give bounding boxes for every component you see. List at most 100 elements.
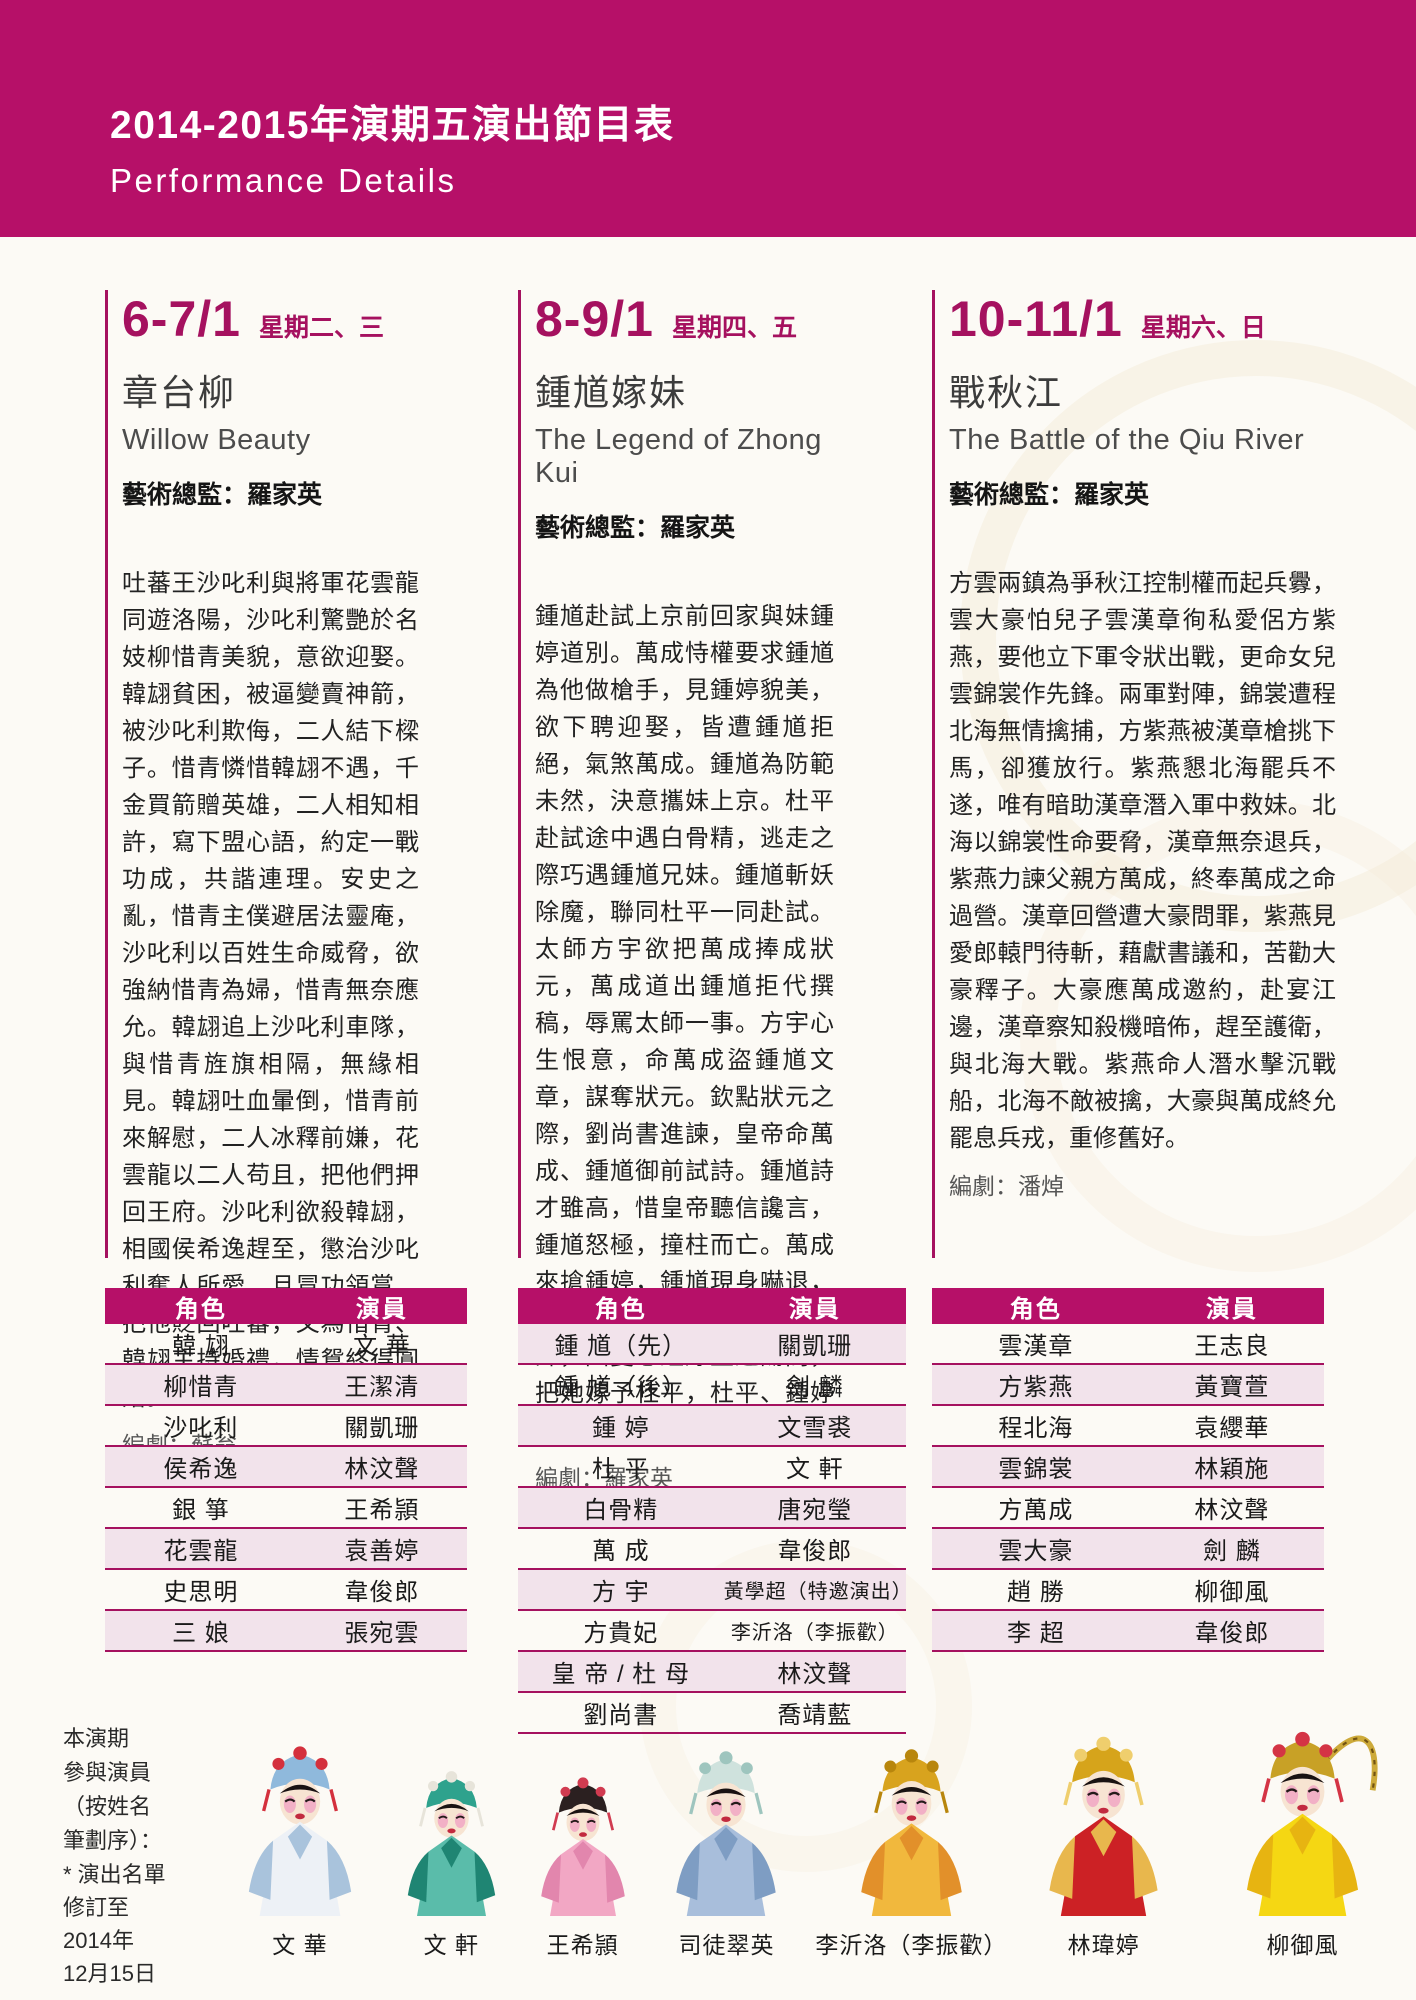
performer-photo xyxy=(1200,1726,1405,1916)
artistic-director-line: 藝術總監：羅家英 xyxy=(122,481,323,509)
cast-role: 李 超 xyxy=(932,1610,1140,1652)
page-title-zh: 2014-2015年演期五演出節目表 xyxy=(110,104,675,147)
page-title-en: Performance Details xyxy=(110,162,457,199)
cast-role: 侯希逸 xyxy=(105,1446,297,1488)
cast-actor: 劍 麟 xyxy=(723,1364,906,1406)
cast-actor: 文 華 xyxy=(296,1324,467,1365)
cast-role: 鍾 馗（後） xyxy=(518,1364,724,1406)
cast-actor: 劍 麟 xyxy=(1139,1528,1324,1570)
cast-row: 銀 箏王希頴 xyxy=(105,1487,467,1529)
weekday-label: 星期六、日 xyxy=(1140,314,1266,342)
date-range: 6-7/1 xyxy=(122,291,241,347)
performer-name: 王希頴 xyxy=(546,1932,619,1958)
cast-row: 程北海 袁纓華 xyxy=(932,1405,1324,1447)
cast-row: 皇 帝 / 杜 母林汶聲 xyxy=(518,1651,906,1693)
cast-row: 三 娘張宛雲 xyxy=(105,1610,467,1652)
performer: 柳御風 xyxy=(1200,1726,1405,1960)
cast-role: 鍾 婷 xyxy=(518,1405,724,1447)
cast-row: 方紫燕 黃寶萱 xyxy=(932,1364,1324,1406)
performer: 王希頴 xyxy=(528,1766,638,1960)
performer-name: 柳御風 xyxy=(1266,1932,1339,1958)
performer: 司徒翠英 xyxy=(656,1746,796,1960)
cast-header-role: 角色 xyxy=(932,1288,1140,1324)
cast-header-role: 角色 xyxy=(105,1288,297,1324)
cast-header-actor: 演員 xyxy=(723,1288,906,1324)
cast-role: 程北海 xyxy=(932,1405,1140,1447)
performer-photo xyxy=(1026,1731,1181,1916)
cast-role: 史思明 xyxy=(105,1569,297,1611)
cast-header-row: 角色 演員 xyxy=(105,1288,467,1324)
cast-actor: 文雪裘 xyxy=(723,1405,906,1447)
cast-table: 角色 演員 雲漢章 王志良 方紫燕 黃寶萱 程北海 袁纓華 雲錦裳 林穎施 方萬成 林汶聲 雲大豪劍… xyxy=(932,1288,1324,1652)
cast-role: 趙 勝 xyxy=(932,1569,1140,1611)
cast-role: 方萬成 xyxy=(932,1487,1140,1529)
cast-row: 方貴妃 李沂洛（李振歡） xyxy=(518,1610,906,1652)
cast-table: 角色 演員 韓 翃文 華柳惜青 王潔清 沙叱利 關凱珊 侯希逸 林汶聲銀 箏王希頴 花雲龍袁… xyxy=(105,1288,467,1652)
cast-table: 角色 演員 鍾 馗（先） 關凱珊鍾 馗（後）劍 麟鍾 婷文雪裘杜 平文 軒白骨精唐… xyxy=(518,1288,912,1734)
cast-role: 三 娘 xyxy=(105,1610,297,1652)
cast-actor: 唐宛瑩 xyxy=(723,1487,906,1529)
revision-line: 2014年 xyxy=(63,1928,134,1953)
cast-actor: 李沂洛（李振歡） xyxy=(723,1610,906,1652)
cast-role: 銀 箏 xyxy=(105,1487,297,1529)
performer: 文 軒 xyxy=(394,1756,509,1960)
cast-role: 沙叱利 xyxy=(105,1405,297,1447)
note-line: 參與演員 xyxy=(63,1760,152,1785)
cast-actor: 喬靖藍 xyxy=(723,1692,906,1734)
cast-row: 白骨精 唐宛瑩 xyxy=(518,1487,906,1529)
cast-role: 鍾 馗（先） xyxy=(518,1324,724,1365)
cast-actor: 林穎施 xyxy=(1139,1446,1324,1488)
show-column: 6-7/1 星期二、三 章台柳 Willow Beauty 藝術總監：羅家英 吐… xyxy=(105,290,419,1458)
show-title-en: Willow Beauty xyxy=(122,424,311,456)
cast-role: 雲錦裳 xyxy=(932,1446,1140,1488)
performer-name: 林瑋婷 xyxy=(1067,1932,1140,1958)
performer-name: 司徒翠英 xyxy=(678,1932,775,1958)
performer-name: 文 華 xyxy=(272,1932,328,1958)
cast-role: 方紫燕 xyxy=(932,1364,1140,1406)
cast-row: 雲錦裳 林穎施 xyxy=(932,1446,1324,1488)
cast-actor: 袁善婷 xyxy=(296,1528,467,1570)
cast-actor: 王希頴 xyxy=(296,1487,467,1529)
cast-row: 花雲龍 袁善婷 xyxy=(105,1528,467,1570)
cast-actor: 林汶聲 xyxy=(723,1651,906,1693)
performers-strip: 文 華 文 軒 xyxy=(225,1728,1405,1960)
cast-row: 鍾 馗（後）劍 麟 xyxy=(518,1364,906,1406)
cast-actor: 林汶聲 xyxy=(1139,1487,1324,1529)
cast-row: 沙叱利 關凱珊 xyxy=(105,1405,467,1447)
cast-actor: 韋俊郎 xyxy=(296,1569,467,1611)
cast-header-row: 角色 演員 xyxy=(518,1288,906,1324)
cast-actor: 黃寶萱 xyxy=(1139,1364,1324,1406)
cast-row: 杜 平文 軒 xyxy=(518,1446,906,1488)
cast-actor: 張宛雲 xyxy=(296,1610,467,1652)
show-column: 10-11/1 星期六、日 戰秋江 The Battle of the Qiu … xyxy=(932,290,1336,1258)
show-title-en: The Legend of Zhong Kui xyxy=(535,424,822,489)
cast-row: 方 宇黃學超（特邀演出） xyxy=(518,1569,912,1611)
cast-actor: 林汶聲 xyxy=(296,1446,467,1488)
show-date-row: 8-9/1 星期四、五 xyxy=(535,290,834,348)
weekday-label: 星期二、三 xyxy=(258,314,384,342)
performer-photo xyxy=(225,1741,375,1916)
cast-role: 方 宇 xyxy=(518,1569,724,1611)
performer: 李沂洛（李振歡） xyxy=(815,1744,1007,1960)
performer: 文 華 xyxy=(225,1741,375,1960)
revision-note: * 演出名單 修訂至 2014年 12月15日 xyxy=(63,1858,166,1990)
cast-row: 柳惜青 王潔清 xyxy=(105,1364,467,1406)
performer-name: 文 軒 xyxy=(423,1932,480,1958)
cast-row: 雲大豪劍 麟 xyxy=(932,1528,1324,1570)
cast-row: 趙 勝柳御風 xyxy=(932,1569,1324,1611)
cast-actor: 王潔清 xyxy=(296,1364,467,1406)
cast-role: 雲大豪 xyxy=(932,1528,1140,1570)
revision-line: * 演出名單 xyxy=(63,1862,166,1887)
show-title-zh: 鍾馗嫁妹 xyxy=(535,372,688,413)
performer-name: 李沂洛（李振歡） xyxy=(815,1932,1008,1958)
cast-row: 李 超韋俊郎 xyxy=(932,1610,1324,1652)
cast-actor: 王志良 xyxy=(1139,1324,1324,1365)
cast-row: 史思明 韋俊郎 xyxy=(105,1569,467,1611)
cast-actor: 韋俊郎 xyxy=(1139,1610,1324,1652)
weekday-label: 星期四、五 xyxy=(671,314,797,342)
cast-actor: 關凱珊 xyxy=(723,1324,906,1365)
cast-role: 柳惜青 xyxy=(105,1364,297,1406)
cast-header-role: 角色 xyxy=(518,1288,724,1324)
artistic-director-line: 藝術總監：羅家英 xyxy=(535,514,736,542)
